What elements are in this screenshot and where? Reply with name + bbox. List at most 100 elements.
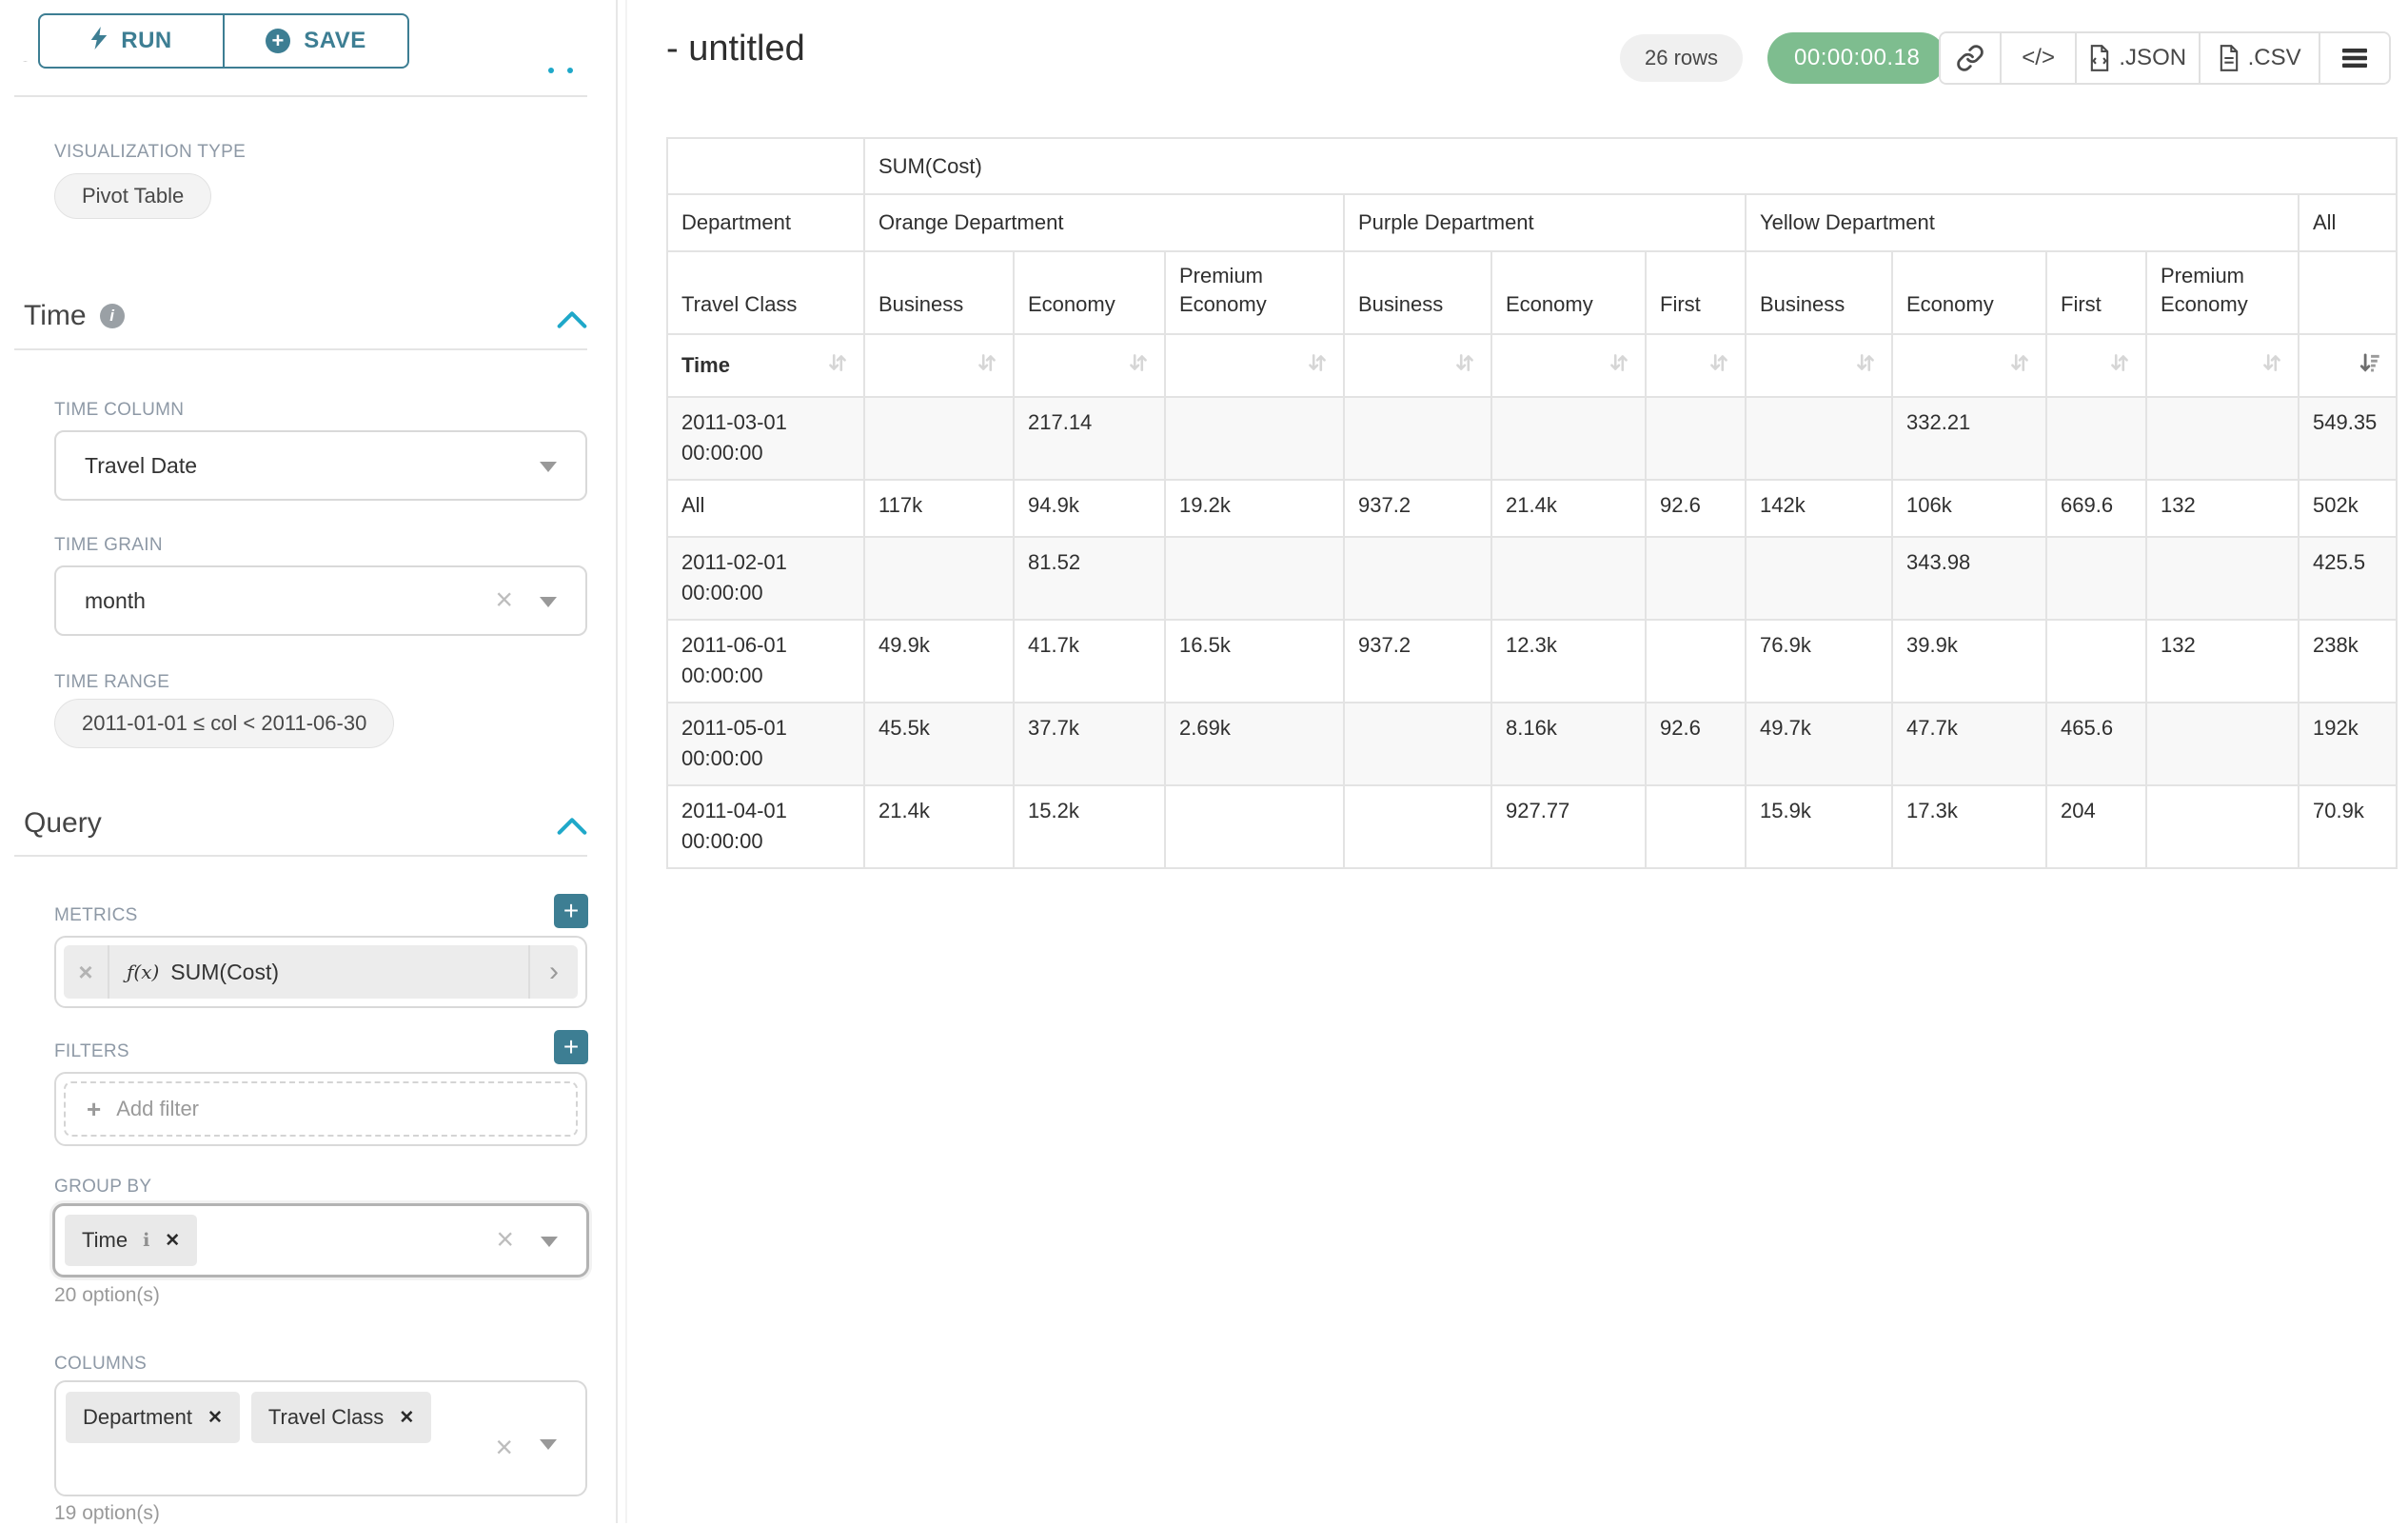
info-icon[interactable]: i [99, 304, 125, 328]
hamburger-icon [2341, 49, 2367, 68]
pivot-value-cell: 12.3k [1490, 619, 1647, 704]
hamburger-menu-button[interactable] [2319, 33, 2389, 83]
clear-icon[interactable]: × [495, 1430, 513, 1464]
sort-icon[interactable] [975, 350, 999, 381]
pivot-data-row: 2011-03-01 00:00:00 217.14 332.21 549.35 [666, 396, 2398, 482]
pivot-value-cell: 217.14 [1013, 396, 1166, 482]
view-query-button[interactable]: </> [2002, 33, 2077, 83]
sort-icon[interactable] [2107, 350, 2132, 381]
pivot-value-cell [2045, 396, 2147, 482]
chart-title[interactable]: - untitled [666, 29, 805, 69]
group-by-select[interactable]: Time i ✕ × [52, 1203, 589, 1277]
chart-panel: - untitled 26 rows 00:00:00.18 </> .JSON… [620, 0, 2408, 1523]
selected-option-chip[interactable]: Time i ✕ [65, 1215, 198, 1266]
pivot-row-header: 2011-06-01 00:00:00 [666, 619, 865, 704]
time-range-label: TIME RANGE [54, 672, 170, 692]
chip-remove-icon[interactable]: ✕ [207, 1407, 223, 1428]
clear-icon[interactable]: × [495, 582, 513, 617]
share-link-button[interactable] [1941, 33, 2003, 83]
export-csv-button[interactable]: .CSV [2200, 33, 2320, 83]
group-by-chip-row: Time i ✕ [65, 1215, 198, 1266]
chip-label: Department [83, 1405, 192, 1429]
add-metric-button[interactable]: + [554, 894, 588, 928]
export-json-button[interactable]: .JSON [2076, 33, 2201, 83]
sort-icon[interactable] [825, 350, 850, 381]
drag-handle-dot [567, 68, 573, 73]
sort-icon[interactable] [1853, 350, 1878, 381]
chip-remove-icon[interactable]: ✕ [399, 1407, 415, 1428]
plus-icon: + [87, 1095, 102, 1123]
pivot-row-header: 2011-03-01 00:00:00 [666, 396, 865, 482]
pivot-row-dimension-label: Department [666, 193, 865, 252]
pivot-value-cell [863, 396, 1015, 482]
pivot-value-cell: 937.2 [1343, 619, 1492, 704]
pivot-column-group-header: Purple Department [1343, 193, 1747, 252]
columns-label: COLUMNS [54, 1354, 148, 1374]
pivot-row-dimension-label: Travel Class [666, 249, 865, 336]
sort-icon[interactable] [1126, 350, 1151, 381]
pivot-sort-cell [1891, 333, 2047, 399]
time-grain-value: month [85, 587, 146, 613]
sort-icon[interactable] [2007, 350, 2032, 381]
metrics-label: METRICS [54, 905, 138, 925]
caret-down-icon[interactable] [541, 1237, 558, 1247]
pivot-value-cell [1164, 784, 1345, 870]
collapse-chevron-up-icon[interactable] [557, 817, 587, 841]
pivot-value-cell [1745, 396, 1893, 482]
pivot-column-group-header: Yellow Department [1745, 193, 2299, 252]
selected-option-chip[interactable]: Department ✕ [66, 1392, 240, 1443]
pivot-sort-cell [1645, 333, 1747, 399]
pivot-value-cell: 39.9k [1891, 619, 2047, 704]
time-column-label: TIME COLUMN [54, 400, 185, 420]
chip-info-icon[interactable]: i [143, 1230, 150, 1251]
pivot-data-row: All 117k 94.9k 19.2k 937.2 21.4k 92.6 142k 106k 6… [666, 479, 2398, 539]
pivot-column-header: Premium Economy [2145, 249, 2299, 336]
caret-down-icon [540, 597, 557, 607]
pivot-row-header: 2011-04-01 00:00:00 [666, 784, 865, 870]
selected-option-chip[interactable]: Travel Class ✕ [250, 1392, 432, 1443]
collapse-chevron-up-icon[interactable] [557, 310, 587, 334]
caret-down-icon[interactable] [540, 1439, 557, 1450]
sort-icon[interactable] [2260, 350, 2284, 381]
lightning-icon [90, 26, 108, 57]
pivot-value-cell [2145, 396, 2299, 482]
pivot-sort-cell [1343, 333, 1492, 399]
sort-icon[interactable] [1305, 350, 1330, 381]
time-range-pill[interactable]: 2011-01-01 ≤ col < 2011-06-30 [54, 699, 395, 748]
remove-metric-icon[interactable]: × [64, 945, 109, 999]
pivot-data-row: 2011-04-01 00:00:00 21.4k 15.2k 927.77 15.9k… [666, 784, 2398, 870]
pivot-row-header: 2011-05-01 00:00:00 [666, 702, 865, 787]
metric-chip-label[interactable]: ƒ(x) SUM(Cost) [127, 959, 280, 984]
row-count-badge: 26 rows [1620, 34, 1744, 82]
time-grain-label: TIME GRAIN [54, 535, 163, 555]
add-filter-plus-button[interactable]: + [554, 1030, 588, 1064]
export-button-group: </> .JSON .CSV [1939, 31, 2391, 85]
pivot-value-cell: 8.16k [1490, 702, 1647, 787]
time-grain-select[interactable]: month × [54, 565, 587, 636]
pivot-sort-cell [1013, 333, 1166, 399]
save-button[interactable]: + SAVE [224, 13, 409, 69]
add-filter-button[interactable]: + Add filter [64, 1081, 578, 1137]
caret-right-icon[interactable]: › [528, 945, 578, 999]
run-button[interactable]: RUN [38, 13, 224, 69]
time-column-select[interactable]: Travel Date [54, 430, 587, 501]
pivot-corner-cell [666, 137, 865, 195]
pivot-sort-cell [1745, 333, 1893, 399]
pivot-value-cell: 45.5k [863, 702, 1015, 787]
sort-icon[interactable] [1707, 350, 1731, 381]
time-section-heading: Time i [24, 300, 125, 332]
sort-icon[interactable] [1607, 350, 1631, 381]
pivot-column-header: Economy [1891, 249, 2047, 336]
pivot-value-cell [2145, 784, 2299, 870]
chip-remove-icon[interactable]: ✕ [165, 1230, 181, 1251]
pivot-value-cell: 117k [863, 479, 1015, 539]
sort-icon[interactable] [1452, 350, 1477, 381]
sort-desc-active-icon[interactable] [2358, 350, 2382, 381]
pivot-data-row: 2011-06-01 00:00:00 49.9k 41.7k 16.5k 937.2 1… [666, 619, 2398, 704]
visualization-type-pill[interactable]: Pivot Table [54, 173, 212, 219]
pivot-value-cell [1343, 536, 1492, 622]
columns-select[interactable]: Department ✕ Travel Class ✕ × [54, 1380, 587, 1496]
clear-icon[interactable]: × [496, 1221, 514, 1257]
pivot-value-cell: 41.7k [1013, 619, 1166, 704]
pivot-value-cell [2145, 702, 2299, 787]
